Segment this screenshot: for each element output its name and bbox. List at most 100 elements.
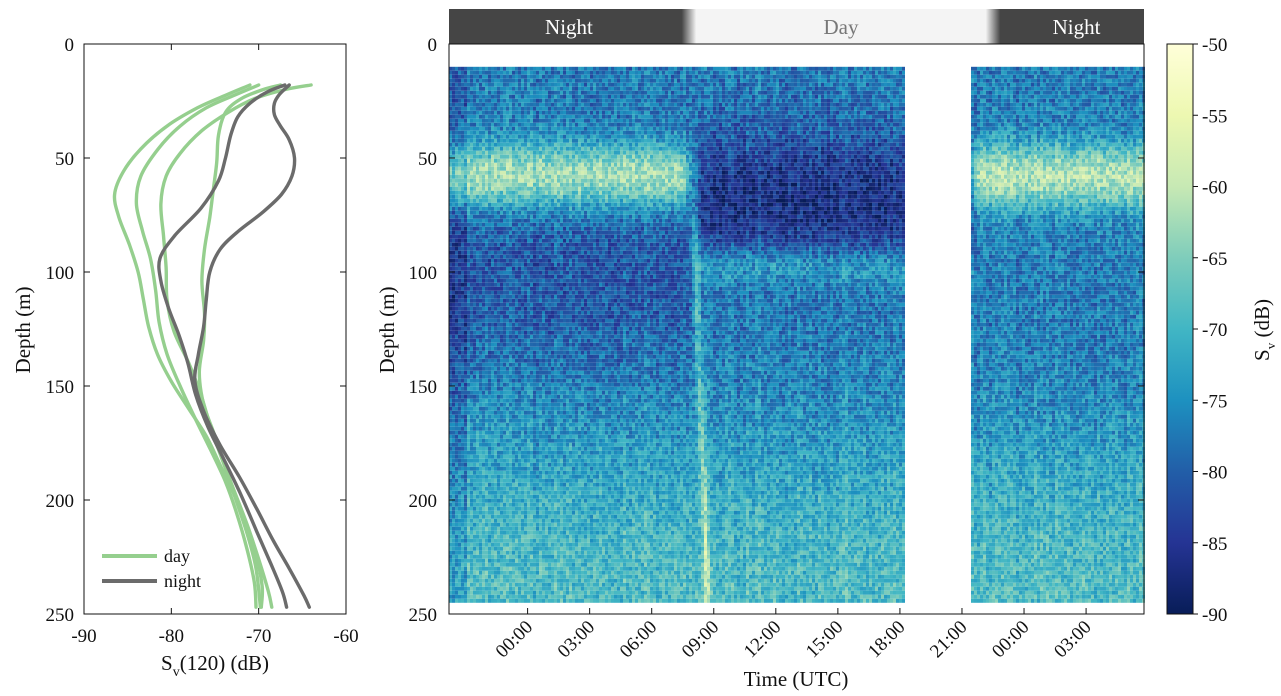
echogram-cell <box>524 470 527 475</box>
echogram-cell <box>449 534 452 539</box>
echogram-cell <box>458 82 461 87</box>
echogram-cell <box>509 282 512 287</box>
echogram-cell <box>467 66 470 71</box>
echogram-cell <box>470 462 473 467</box>
echogram-cell <box>506 66 509 71</box>
echogram-cell <box>464 582 467 587</box>
echogram-cell <box>458 266 461 271</box>
echogram-cell <box>554 370 557 375</box>
echogram-cell <box>533 462 536 467</box>
echogram-cell <box>500 310 503 315</box>
echogram-cell <box>458 554 461 559</box>
echogram-cell <box>452 170 455 175</box>
echogram-cell <box>545 374 548 379</box>
echogram-cell <box>449 298 452 303</box>
echogram-cell <box>488 258 491 263</box>
echogram-cell <box>482 158 485 163</box>
echogram-cell <box>548 174 551 179</box>
echogram-cell <box>479 594 482 599</box>
echogram-cell <box>506 310 509 315</box>
echogram-cell <box>479 486 482 491</box>
echogram-cell <box>455 510 458 515</box>
echogram-cell <box>485 290 488 295</box>
echogram-cell <box>473 66 476 71</box>
echogram-cell <box>524 154 527 159</box>
echogram-cell <box>545 478 548 483</box>
echogram-cell <box>536 490 539 495</box>
echogram-cell <box>524 254 527 259</box>
echogram-cell <box>476 274 479 279</box>
echogram-cell <box>491 210 494 215</box>
echogram-cell <box>503 98 506 103</box>
echogram-cell <box>551 378 554 383</box>
echogram-cell <box>524 226 527 231</box>
echogram-cell <box>482 426 485 431</box>
echogram-cell <box>545 234 548 239</box>
echogram-cell <box>476 226 479 231</box>
echogram-cell <box>482 186 485 191</box>
echogram-cell <box>518 234 521 239</box>
echogram-cell <box>500 350 503 355</box>
echogram-cell <box>536 114 539 119</box>
echogram-cell <box>500 318 503 323</box>
echogram-cell <box>530 230 533 235</box>
echogram-cell <box>521 106 524 111</box>
echogram-cell <box>473 442 476 447</box>
echogram-cell <box>557 378 560 383</box>
echogram-cell <box>458 238 461 243</box>
echogram-cell <box>497 126 500 131</box>
echogram-cell <box>548 430 551 435</box>
echogram-cell <box>533 210 536 215</box>
echogram-cell <box>515 330 518 335</box>
echogram-cell <box>515 82 518 87</box>
echogram-cell <box>557 138 560 143</box>
echogram-cell <box>557 430 560 435</box>
echogram-cell <box>491 238 494 243</box>
echogram-cell <box>488 350 491 355</box>
echogram-cell <box>551 114 554 119</box>
echogram-cell <box>521 506 524 511</box>
echogram-cell <box>494 586 497 591</box>
echogram-cell <box>449 358 452 363</box>
echogram-cell <box>470 438 473 443</box>
echogram-cell <box>536 110 539 115</box>
echogram-cell <box>542 434 545 439</box>
echogram-cell <box>542 134 545 139</box>
echogram-cell <box>554 186 557 191</box>
echogram-cell <box>464 510 467 515</box>
echogram-cell <box>488 130 491 135</box>
echogram-cell <box>557 142 560 147</box>
echogram-cell <box>467 334 470 339</box>
echogram-cell <box>461 570 464 575</box>
echogram-cell <box>551 518 554 523</box>
echogram-cell <box>467 550 470 555</box>
echogram-cell <box>482 150 485 155</box>
echogram-cell <box>557 370 560 375</box>
echogram-cell <box>488 82 491 87</box>
echogram-cell <box>461 218 464 223</box>
echogram-cell <box>539 270 542 275</box>
echogram-cell <box>551 198 554 203</box>
echogram-cell <box>461 166 464 171</box>
echogram-cell <box>509 110 512 115</box>
echogram-cell <box>542 318 545 323</box>
echogram-cell <box>557 338 560 343</box>
echogram-cell <box>536 374 539 379</box>
echogram-cell <box>482 554 485 559</box>
echogram-cell <box>476 582 479 587</box>
echogram-cell <box>476 110 479 115</box>
echogram-cell <box>518 510 521 515</box>
echogram-cell <box>506 106 509 111</box>
echogram-cell <box>485 578 488 583</box>
echogram-cell <box>542 234 545 239</box>
echogram-cell <box>539 298 542 303</box>
echogram-cell <box>470 570 473 575</box>
echogram-cell <box>482 510 485 515</box>
echogram-cell <box>506 202 509 207</box>
echogram-cell <box>473 354 476 359</box>
echogram-cell <box>506 242 509 247</box>
echogram-cell <box>494 210 497 215</box>
echogram-cell <box>482 594 485 599</box>
echogram-cell <box>521 354 524 359</box>
